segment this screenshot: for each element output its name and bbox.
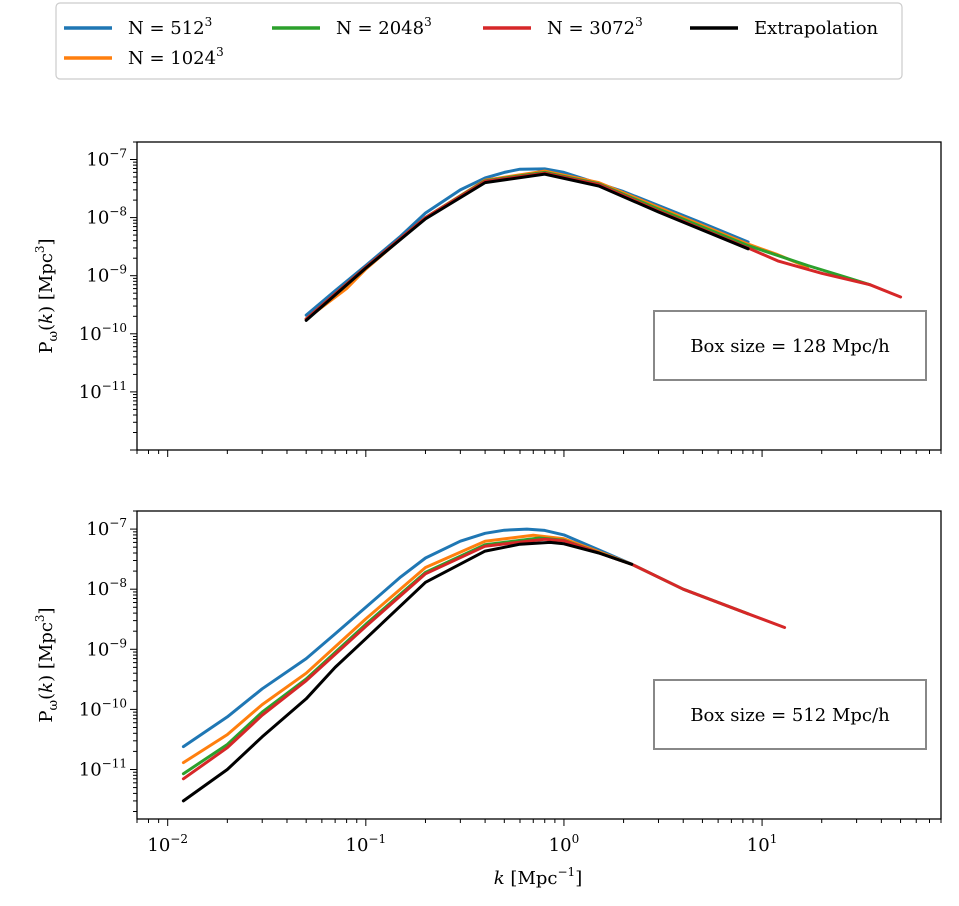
y-tick-label: 10−11 [79,756,127,780]
series-line [181,527,634,749]
y-tick-label: 10−9 [86,263,127,287]
y-tick-label: 10−8 [86,205,127,229]
series-line [304,172,750,322]
legend-frame [55,2,903,80]
bottom-panel: 10−2 10−1 100 101 10−7 10−8 10−9 10−10 10−11 Box… [33,510,942,889]
y-tick-label: 10−7 [86,146,127,170]
y-tick-label: 10−10 [79,696,127,720]
top-box-frame [653,310,927,381]
legend-label: N = 30723 [547,15,643,39]
legend-label: N = 10243 [128,45,224,69]
top-box-label: Box size = 128 Mpc/h [690,336,890,357]
y-tick-label: 10−11 [79,379,127,403]
bottom-box-annotation: Box size = 512 Mpc/h [653,679,927,750]
series-line [304,169,810,321]
y-tick-label: 10−9 [86,636,127,660]
x-tick-label: 101 [747,832,778,856]
y-tick-label: 10−8 [86,576,127,600]
top-panel-frame [136,141,942,451]
legend-label: N = 20483 [336,15,432,39]
top-panel: 10−7 10−8 10−9 10−10 10−11 Box size = 128 Mp… [33,141,942,457]
legend-entry: N = 5123 [64,15,212,39]
series-line [304,171,903,321]
bottom-panel-frame [136,510,942,820]
legend-entry: N = 20483 [272,15,432,39]
legend-entry: N = 10243 [64,45,224,69]
y-tick-label: 10−10 [79,321,127,345]
legend-entry: N = 30723 [483,15,643,39]
series-line [181,533,634,765]
legend-label: Extrapolation [754,18,879,39]
x-axis-label: k [Mpc−1] [494,865,582,889]
series-line [304,167,750,317]
bottom-box-frame [653,679,927,750]
series-line [181,537,787,781]
x-tick-label: 10−1 [346,832,387,856]
x-tick-label: 100 [549,832,580,856]
legend-entry: Extrapolation [690,18,879,39]
x-tick-label: 10−2 [147,832,188,856]
top-box-annotation: Box size = 128 Mpc/h [653,310,927,381]
top-y-axis-label: Pω(k) [Mpc3] [33,238,61,353]
legend-label: N = 5123 [128,15,212,39]
y-tick-label: 10−7 [86,516,127,540]
legend: N = 5123 N = 10243 N = 20483 N = 30723 Extra… [55,2,903,80]
bottom-box-label: Box size = 512 Mpc/h [690,705,890,726]
bottom-y-axis-label: Pω(k) [Mpc3] [33,607,61,722]
series-line [181,540,634,803]
